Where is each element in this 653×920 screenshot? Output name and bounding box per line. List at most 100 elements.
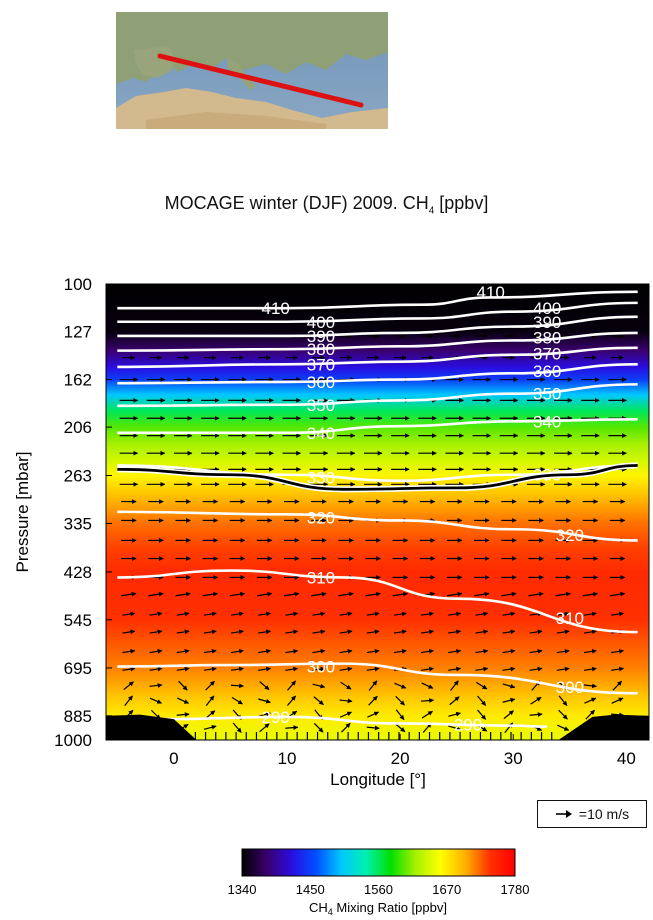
colorbar-tick-label: 1780 [501, 882, 530, 897]
wind-vector [176, 629, 190, 635]
wind-vector [313, 696, 324, 706]
cross-section-plot: 4104104004003903903803803703703603603503… [13, 275, 650, 789]
wind-key-label: =10 m/s [578, 806, 630, 822]
wind-vector [230, 666, 244, 672]
contour-label: 320 [307, 508, 335, 527]
x-tick-label: 40 [617, 749, 636, 768]
wind-vector [176, 666, 190, 672]
wind-key-arrow-icon [555, 810, 572, 818]
contour-line-320 [117, 510, 638, 542]
wind-vector [285, 666, 299, 672]
wind-vector [583, 629, 597, 635]
wind-vector [446, 591, 463, 597]
contour-label: 350 [533, 385, 561, 404]
wind-vector [421, 710, 433, 719]
wind-vector [341, 722, 351, 733]
wind-vector [339, 698, 353, 704]
wind-vector [556, 611, 570, 617]
contour-label: 290 [454, 716, 482, 735]
wind-vector [122, 611, 136, 617]
map-sahara-shade [146, 112, 326, 129]
contour-label: 300 [307, 658, 335, 677]
y-tick-label: 1000 [54, 731, 92, 750]
contour-label: 360 [307, 373, 335, 392]
wind-vector [258, 629, 272, 635]
wind-vector [475, 611, 489, 617]
wind-vector [339, 666, 353, 672]
wind-vector [368, 680, 378, 691]
wind-vector [421, 629, 434, 635]
contour-line-290 [162, 715, 548, 728]
contour-label: 390 [307, 327, 335, 346]
wind-vector [395, 695, 405, 706]
colorbar-ticks: 1340 1450 1560 1670 1780 [228, 882, 530, 897]
wind-vector [230, 683, 244, 689]
wind-vector [395, 709, 405, 720]
wind-vector [421, 648, 434, 654]
x-tick-label: 10 [278, 749, 297, 768]
wind-vector [558, 695, 568, 706]
wind-vector [229, 591, 246, 597]
axes: 100 127 162 206 263 335 428 545 695 885 1000 0 10 20 3… [54, 275, 650, 768]
contour-label: 380 [307, 340, 335, 359]
y-tick-label: 695 [64, 659, 92, 678]
wind-vector [558, 709, 568, 720]
contour-line-360 [117, 362, 638, 385]
wind-vector [149, 666, 163, 672]
x-tick-label: 30 [504, 749, 523, 768]
contour-label: 410 [262, 299, 290, 318]
colorbar-tick-label: 1340 [228, 882, 257, 897]
colorbar-tick-label: 1450 [296, 882, 325, 897]
wind-vector [205, 680, 215, 691]
wind-vector [149, 697, 162, 704]
contour-label: 320 [556, 526, 584, 545]
tropopause-line [117, 464, 638, 491]
y-tick-label: 885 [64, 707, 92, 726]
wind-vector [258, 648, 272, 654]
wind-vector [448, 666, 462, 672]
contour-label: 400 [533, 299, 561, 318]
wind-vector [366, 666, 380, 672]
wind-vector [503, 710, 514, 720]
wind-vector [312, 629, 326, 635]
wind-vector [258, 611, 272, 617]
x-tick-label: 20 [391, 749, 410, 768]
wind-vector [474, 591, 490, 597]
plot-frame [105, 283, 650, 741]
wind-vector [312, 683, 326, 689]
contour-label: 310 [556, 609, 584, 628]
wind-vector [611, 611, 624, 617]
wind-vector [448, 711, 461, 717]
wind-vector [368, 695, 378, 706]
contour-label: 350 [307, 396, 335, 415]
wind-vector [585, 709, 595, 720]
wind-vector [449, 696, 460, 706]
wind-vector [338, 591, 354, 597]
wind-vector [122, 629, 136, 635]
contour-lines: 4104104004003903903803803703703603603503… [117, 284, 638, 735]
chart-title-unit: [ppbv] [434, 193, 489, 213]
wind-vector [612, 680, 623, 691]
y-tick-label: 162 [64, 371, 92, 390]
wind-vector [502, 611, 516, 617]
wind-vector [583, 648, 597, 654]
wind-vector [502, 697, 516, 703]
wind-vector [286, 680, 297, 691]
wind-vector [502, 648, 516, 654]
wind-vector [285, 629, 299, 635]
wind-vector [149, 683, 163, 688]
wind-vector [366, 725, 380, 731]
map-cross-section-track [157, 53, 364, 108]
wind-vector [366, 629, 380, 635]
map-europe-land [116, 12, 388, 84]
contour-label: 370 [533, 344, 561, 363]
colorbar-tick-label: 1670 [432, 882, 461, 897]
wind-vector [448, 725, 461, 731]
wind-vector [256, 591, 273, 597]
wind-vector [203, 666, 217, 672]
contour-line-410 [117, 290, 638, 310]
wind-vector [557, 724, 570, 731]
wind-vector [122, 666, 136, 672]
wind-vector [203, 611, 217, 617]
wind-vector [450, 680, 459, 691]
